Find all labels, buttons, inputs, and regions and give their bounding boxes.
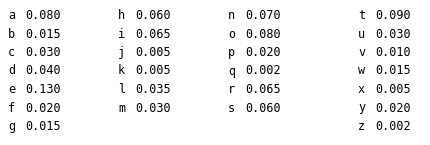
Text: 0.035: 0.035 xyxy=(135,83,170,96)
Text: 0.040: 0.040 xyxy=(25,65,61,77)
Text: 0.015: 0.015 xyxy=(374,65,410,77)
Text: q: q xyxy=(227,65,235,77)
Text: 0.080: 0.080 xyxy=(25,9,61,22)
Text: 0.020: 0.020 xyxy=(244,46,280,59)
Text: 0.030: 0.030 xyxy=(374,28,410,40)
Text: k: k xyxy=(118,65,125,77)
Text: 0.060: 0.060 xyxy=(244,102,280,115)
Text: a: a xyxy=(8,9,15,22)
Text: 0.060: 0.060 xyxy=(135,9,170,22)
Text: 0.020: 0.020 xyxy=(374,102,410,115)
Text: 0.130: 0.130 xyxy=(25,83,61,96)
Text: s: s xyxy=(227,102,235,115)
Text: 0.090: 0.090 xyxy=(374,9,410,22)
Text: d: d xyxy=(8,65,15,77)
Text: u: u xyxy=(357,28,364,40)
Text: 0.070: 0.070 xyxy=(244,9,280,22)
Text: 0.065: 0.065 xyxy=(135,28,170,40)
Text: 0.005: 0.005 xyxy=(374,83,410,96)
Text: p: p xyxy=(227,46,235,59)
Text: t: t xyxy=(357,9,364,22)
Text: z: z xyxy=(357,120,364,133)
Text: m: m xyxy=(118,102,125,115)
Text: 0.015: 0.015 xyxy=(25,120,61,133)
Text: 0.080: 0.080 xyxy=(244,28,280,40)
Text: b: b xyxy=(8,28,15,40)
Text: x: x xyxy=(357,83,364,96)
Text: g: g xyxy=(8,120,15,133)
Text: o: o xyxy=(227,28,235,40)
Text: l: l xyxy=(118,83,125,96)
Text: 0.015: 0.015 xyxy=(25,28,61,40)
Text: r: r xyxy=(227,83,235,96)
Text: 0.020: 0.020 xyxy=(25,102,61,115)
Text: h: h xyxy=(118,9,125,22)
Text: 0.030: 0.030 xyxy=(135,102,170,115)
Text: 0.030: 0.030 xyxy=(25,46,61,59)
Text: w: w xyxy=(357,65,364,77)
Text: e: e xyxy=(8,83,15,96)
Text: y: y xyxy=(357,102,364,115)
Text: v: v xyxy=(357,46,364,59)
Text: 0.002: 0.002 xyxy=(244,65,280,77)
Text: 0.065: 0.065 xyxy=(244,83,280,96)
Text: f: f xyxy=(8,102,15,115)
Text: 0.005: 0.005 xyxy=(135,65,170,77)
Text: 0.002: 0.002 xyxy=(374,120,410,133)
Text: c: c xyxy=(8,46,15,59)
Text: i: i xyxy=(118,28,125,40)
Text: 0.010: 0.010 xyxy=(374,46,410,59)
Text: j: j xyxy=(118,46,125,59)
Text: 0.005: 0.005 xyxy=(135,46,170,59)
Text: n: n xyxy=(227,9,235,22)
